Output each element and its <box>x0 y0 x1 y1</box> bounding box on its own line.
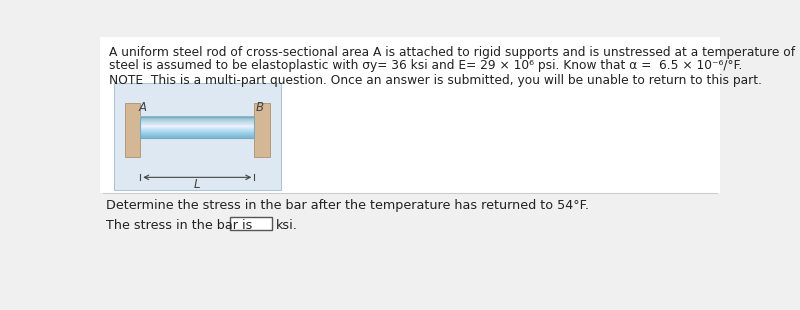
Bar <box>140 135 254 136</box>
Text: A: A <box>138 101 146 114</box>
Bar <box>140 122 254 123</box>
Bar <box>140 130 254 131</box>
Text: ksi.: ksi. <box>275 219 298 232</box>
Bar <box>140 127 254 128</box>
FancyBboxPatch shape <box>125 104 140 157</box>
Bar <box>140 116 254 117</box>
Bar <box>140 129 254 130</box>
Bar <box>140 129 254 130</box>
Bar <box>140 124 254 125</box>
Bar <box>140 134 254 135</box>
Bar <box>140 125 254 126</box>
Text: A uniform steel rod of cross-sectional area A is attached to rigid supports and : A uniform steel rod of cross-sectional a… <box>110 46 800 60</box>
Bar <box>140 132 254 133</box>
Bar <box>140 119 254 120</box>
Bar <box>140 128 254 129</box>
Text: B: B <box>256 101 264 114</box>
Bar <box>140 122 254 123</box>
Bar <box>140 124 254 125</box>
Bar <box>140 133 254 134</box>
FancyBboxPatch shape <box>114 83 281 190</box>
Bar <box>140 130 254 131</box>
Bar <box>140 119 254 120</box>
Bar <box>140 127 254 128</box>
Bar <box>140 120 254 121</box>
Bar <box>140 137 254 138</box>
Bar <box>140 125 254 126</box>
Text: L: L <box>194 178 201 191</box>
Bar <box>140 135 254 136</box>
Bar <box>140 126 254 127</box>
Bar <box>140 132 254 133</box>
Bar <box>140 137 254 138</box>
Bar <box>140 131 254 132</box>
Bar <box>140 117 254 118</box>
Bar <box>100 37 720 193</box>
Bar <box>140 136 254 137</box>
Bar <box>140 118 254 119</box>
Bar <box>230 217 272 230</box>
Bar <box>140 123 254 124</box>
Bar <box>140 126 254 127</box>
Bar <box>140 118 254 119</box>
Text: The stress in the bar is: The stress in the bar is <box>106 219 253 232</box>
FancyBboxPatch shape <box>254 104 270 157</box>
Bar <box>140 121 254 122</box>
Bar <box>140 117 254 138</box>
Text: Determine the stress in the bar after the temperature has returned to 54°F.: Determine the stress in the bar after th… <box>106 199 589 212</box>
Text: NOTE  This is a multi-part question. Once an answer is submitted, you will be un: NOTE This is a multi-part question. Once… <box>110 74 762 87</box>
Text: steel is assumed to be elastoplastic with σy= 36 ksi and E= 29 × 10⁶ psi. Know t: steel is assumed to be elastoplastic wit… <box>110 59 742 72</box>
Bar <box>140 131 254 132</box>
Bar <box>140 133 254 134</box>
